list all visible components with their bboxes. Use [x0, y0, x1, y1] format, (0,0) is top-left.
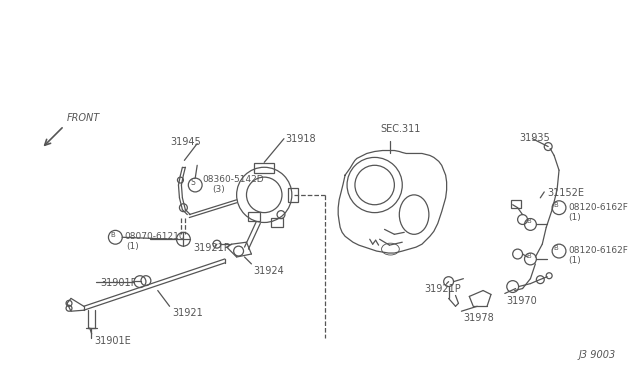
Text: 31901F: 31901F	[100, 278, 137, 288]
Bar	[511, 200, 520, 208]
Bar	[254, 163, 274, 173]
Bar	[288, 188, 298, 202]
Text: 31152E: 31152E	[547, 188, 584, 198]
Text: (1): (1)	[568, 256, 580, 265]
Bar	[248, 212, 260, 221]
Text: B: B	[554, 245, 559, 251]
Text: 31901E: 31901E	[95, 336, 131, 346]
Text: 31921P: 31921P	[424, 283, 461, 294]
Text: 31970: 31970	[507, 296, 538, 307]
Text: 08070-61210: 08070-61210	[124, 232, 185, 241]
Text: FRONT: FRONT	[67, 113, 100, 123]
Text: B: B	[526, 253, 531, 259]
Text: 08360-5142D: 08360-5142D	[202, 175, 264, 184]
Text: 08120-6162F: 08120-6162F	[568, 246, 628, 255]
Text: (3): (3)	[212, 185, 225, 194]
Text: 31945: 31945	[171, 137, 202, 147]
Text: 08120-6162F: 08120-6162F	[568, 203, 628, 212]
Text: B: B	[554, 202, 559, 208]
Text: 31924: 31924	[253, 266, 284, 276]
Text: 31935: 31935	[520, 133, 550, 143]
Text: 31978: 31978	[463, 313, 494, 323]
Text: (1): (1)	[126, 242, 139, 251]
Text: (1): (1)	[568, 213, 580, 222]
Text: B: B	[110, 232, 115, 238]
Text: 31921P: 31921P	[193, 243, 230, 253]
Text: B: B	[526, 218, 531, 224]
Text: SEC.311: SEC.311	[381, 124, 421, 134]
Bar	[271, 218, 283, 227]
Text: J3 9003: J3 9003	[579, 350, 616, 359]
Text: 31921: 31921	[173, 308, 204, 318]
Text: S: S	[191, 177, 196, 186]
Text: 31918: 31918	[285, 134, 316, 144]
